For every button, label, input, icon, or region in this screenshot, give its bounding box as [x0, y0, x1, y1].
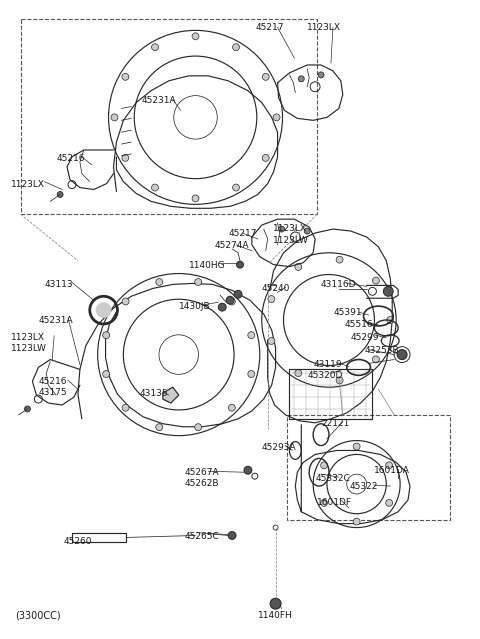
Text: 1123LX: 1123LX — [273, 224, 307, 233]
Text: 45231A: 45231A — [38, 316, 73, 325]
Text: 45516: 45516 — [345, 320, 373, 329]
Circle shape — [156, 424, 163, 431]
Text: (3300CC): (3300CC) — [14, 611, 60, 620]
Text: 45260: 45260 — [64, 537, 93, 546]
Circle shape — [304, 228, 310, 234]
Circle shape — [57, 192, 63, 197]
Text: 45262B: 45262B — [185, 479, 219, 488]
Circle shape — [111, 114, 118, 121]
Circle shape — [103, 332, 109, 339]
Circle shape — [234, 290, 242, 298]
Circle shape — [295, 263, 302, 270]
Text: 1123LX: 1123LX — [307, 24, 341, 33]
Circle shape — [387, 316, 394, 323]
Circle shape — [336, 377, 343, 384]
Circle shape — [226, 296, 234, 304]
Circle shape — [397, 350, 407, 360]
Circle shape — [228, 298, 235, 305]
Text: 45322: 45322 — [350, 482, 378, 491]
Circle shape — [273, 114, 280, 121]
Circle shape — [156, 279, 163, 286]
Text: 45217: 45217 — [228, 229, 257, 238]
Circle shape — [248, 332, 255, 339]
Circle shape — [192, 33, 199, 40]
Circle shape — [218, 303, 226, 311]
Text: 43135: 43135 — [139, 389, 168, 398]
Text: 45216: 45216 — [56, 154, 84, 163]
Circle shape — [386, 500, 393, 506]
Text: 43175: 43175 — [38, 389, 67, 397]
Text: 1140HG: 1140HG — [189, 261, 225, 270]
Circle shape — [298, 76, 304, 82]
Text: 45332C: 45332C — [315, 474, 350, 483]
Text: 45299: 45299 — [351, 333, 379, 342]
Circle shape — [122, 404, 129, 411]
Circle shape — [386, 462, 393, 469]
Text: 45265C: 45265C — [185, 532, 219, 541]
Circle shape — [270, 598, 281, 609]
Circle shape — [24, 406, 30, 412]
Circle shape — [384, 286, 393, 296]
Text: 1601DF: 1601DF — [317, 498, 352, 507]
Circle shape — [268, 296, 275, 302]
Circle shape — [353, 443, 360, 450]
Text: 1123LW: 1123LW — [273, 236, 309, 245]
Ellipse shape — [96, 302, 111, 318]
Circle shape — [262, 155, 269, 162]
Bar — [288, 415, 450, 520]
Circle shape — [195, 279, 202, 286]
Text: 45320D: 45320D — [307, 371, 343, 380]
Polygon shape — [163, 387, 179, 403]
Circle shape — [244, 466, 252, 474]
Circle shape — [122, 298, 129, 305]
Circle shape — [278, 226, 285, 232]
Circle shape — [152, 43, 158, 50]
Circle shape — [336, 256, 343, 263]
Text: 45267A: 45267A — [185, 468, 219, 477]
Text: 45391: 45391 — [334, 308, 362, 317]
Circle shape — [152, 184, 158, 191]
Text: 45274A: 45274A — [214, 241, 249, 250]
Text: 22121: 22121 — [321, 419, 349, 428]
Text: 1123LX: 1123LX — [11, 333, 45, 342]
Bar — [21, 19, 317, 214]
Text: 43253B: 43253B — [364, 346, 399, 355]
Circle shape — [321, 462, 327, 469]
Text: 1430JB: 1430JB — [179, 302, 210, 311]
Circle shape — [248, 371, 255, 378]
Text: 43116D: 43116D — [321, 281, 357, 289]
Text: 1123LX: 1123LX — [11, 180, 45, 189]
Circle shape — [195, 424, 202, 431]
Text: 1123LW: 1123LW — [11, 344, 47, 353]
Circle shape — [228, 404, 235, 411]
Circle shape — [103, 371, 109, 378]
Circle shape — [192, 195, 199, 202]
Circle shape — [295, 369, 302, 376]
Circle shape — [233, 43, 240, 50]
Text: 43113: 43113 — [44, 281, 73, 289]
Circle shape — [372, 356, 379, 363]
Circle shape — [372, 277, 379, 284]
Text: 43119: 43119 — [313, 360, 342, 369]
Text: 45231A: 45231A — [141, 96, 176, 105]
Circle shape — [321, 500, 327, 506]
Circle shape — [318, 72, 324, 78]
Text: 45216: 45216 — [38, 377, 67, 387]
Circle shape — [122, 73, 129, 81]
Circle shape — [122, 155, 129, 162]
Circle shape — [237, 261, 243, 268]
Text: 45293A: 45293A — [262, 443, 296, 452]
Circle shape — [233, 184, 240, 191]
Text: 45240: 45240 — [262, 284, 290, 293]
Text: 45217: 45217 — [256, 24, 284, 33]
Circle shape — [262, 73, 269, 81]
Circle shape — [353, 518, 360, 525]
Text: 1140FH: 1140FH — [258, 611, 292, 620]
Text: 1601DA: 1601DA — [374, 466, 410, 475]
Circle shape — [268, 337, 275, 344]
Circle shape — [228, 532, 236, 539]
